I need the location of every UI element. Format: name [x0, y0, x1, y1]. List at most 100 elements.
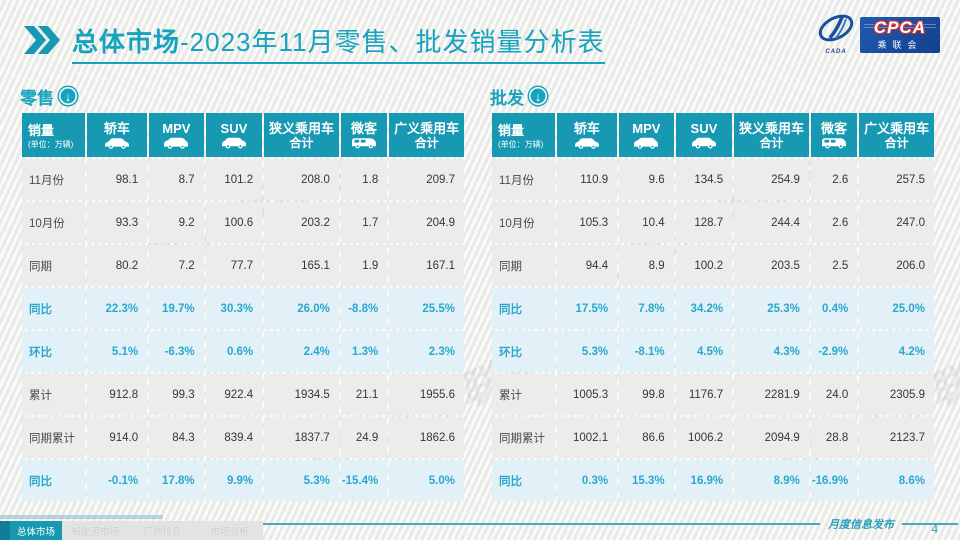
cell: 17.8% — [149, 460, 204, 501]
table-row: 11月份 110.9 9.6 134.5 254.9 2.6 257.5 — [492, 159, 934, 200]
cell: 98.1 — [86, 159, 148, 200]
cell: 105.3 — [556, 202, 618, 243]
tab-oem-ranking[interactable]: 厂商排名 — [143, 526, 182, 538]
table-row: 同期 94.4 8.9 100.2 203.5 2.5 206.0 — [492, 245, 934, 286]
swoosh-icon — [818, 14, 854, 42]
cell: 0.3% — [556, 460, 618, 501]
cell: 34.2% — [675, 288, 733, 329]
column-microvan: 微客 — [340, 113, 388, 157]
row-label: 11月份 — [22, 159, 85, 200]
cell: 4.2% — [859, 331, 934, 372]
cpca-wordmark: CPCA — [873, 17, 927, 37]
cell: 209.7 — [389, 159, 464, 200]
cell: 19.7% — [149, 288, 204, 329]
cell: 8.9 — [619, 245, 674, 286]
cell: 5.3% — [264, 460, 339, 501]
retail-section-header: 零售 ↓ — [20, 84, 466, 108]
cell: 912.8 — [86, 374, 148, 415]
row-label: 同期 — [492, 245, 555, 286]
cell: 4.5% — [675, 331, 733, 372]
mpv-icon — [634, 137, 659, 149]
wholesale-table: 销量 (单位：万辆) 轿车 MPV SUV 狭义乘用车 合计 微客 广义乘用车 … — [490, 111, 936, 503]
cell: 22.3% — [86, 288, 148, 329]
down-arrow-icon: ↓ — [59, 87, 77, 105]
cell: 0.6% — [205, 331, 263, 372]
row-label: 同比 — [492, 288, 555, 329]
cell: 99.3 — [149, 374, 204, 415]
column-sedan: 轿车 — [556, 113, 618, 157]
cell: 0.4% — [810, 288, 858, 329]
cell: 86.6 — [619, 417, 674, 458]
row-label: 10月份 — [492, 202, 555, 243]
row-label: 累计 — [492, 374, 555, 415]
cell: 1.3% — [340, 331, 388, 372]
sedan-icon — [104, 138, 129, 149]
cell: 2.3% — [389, 331, 464, 372]
cell: 21.1 — [340, 374, 388, 415]
cell: 9.2 — [149, 202, 204, 243]
cell: 9.6 — [619, 159, 674, 200]
column-mpv: MPV — [619, 113, 674, 157]
cell: 2.6 — [810, 159, 858, 200]
tab-nev-market[interactable]: 新能源市场 — [71, 526, 120, 538]
row-label: 同期 — [22, 245, 85, 286]
cell: 30.3% — [205, 288, 263, 329]
cell: 839.4 — [205, 417, 263, 458]
down-arrow-icon: ↓ — [529, 87, 547, 105]
cell: 93.3 — [86, 202, 148, 243]
cell: 4.3% — [734, 331, 809, 372]
cell: 8.6% — [859, 460, 934, 501]
cell: 2.4% — [264, 331, 339, 372]
cell: 16.9% — [675, 460, 733, 501]
cell: 1934.5 — [264, 374, 339, 415]
row-label: 同比 — [492, 460, 555, 501]
cell: 15.3% — [619, 460, 674, 501]
cell: 8.9% — [734, 460, 809, 501]
cell: 244.4 — [734, 202, 809, 243]
cpca-logo: CADA CPCA 乘联会 — [816, 14, 940, 55]
corner-unit: (单位：万辆) — [28, 140, 74, 149]
column-narrow-pv-total: 狭义乘用车 合计 — [734, 113, 809, 157]
table-row: 10月份 93.3 9.2 100.6 203.2 1.7 204.9 — [22, 202, 464, 243]
cell: 8.7 — [149, 159, 204, 200]
cell: 10.4 — [619, 202, 674, 243]
table-row: 同比 -0.1% 17.8% 9.9% 5.3% -15.4% 5.0% — [22, 460, 464, 501]
cell: 128.7 — [675, 202, 733, 243]
table-row: 环比 5.1% -6.3% 0.6% 2.4% 1.3% 2.3% — [22, 331, 464, 372]
microvan-icon — [352, 138, 377, 149]
cell: 254.9 — [734, 159, 809, 200]
row-label: 10月份 — [22, 202, 85, 243]
cell: 2305.9 — [859, 374, 934, 415]
tabbar-edge — [0, 521, 10, 540]
page-title-rest: -2023年11月零售、批发销量分析表 — [180, 27, 605, 57]
cell: 257.5 — [859, 159, 934, 200]
cell: -0.1% — [86, 460, 148, 501]
wholesale-header-row: 销量 (单位：万辆) 轿车 MPV SUV 狭义乘用车 合计 微客 广义乘用车 … — [492, 113, 934, 157]
tab-market-analysis[interactable]: 市场分析 — [210, 526, 249, 538]
corner-title: 销量 — [498, 123, 525, 138]
footer-line — [902, 523, 958, 525]
cell: 1.9 — [340, 245, 388, 286]
retail-table: 销量 (单位：万辆) 轿车 MPV SUV 狭义乘用车 合计 微客 广义乘用车 … — [20, 111, 466, 503]
column-mpv: MPV — [149, 113, 204, 157]
cell: -16.9% — [810, 460, 858, 501]
cell: 24.0 — [810, 374, 858, 415]
table-row: 同比 0.3% 15.3% 16.9% 8.9% -16.9% 8.6% — [492, 460, 934, 501]
row-label: 同比 — [22, 460, 85, 501]
microvan-icon — [822, 138, 847, 149]
slide-header: 总体市场-2023年11月零售、批发销量分析表 — [24, 22, 605, 64]
footer-note: 月度信息发布 — [828, 519, 894, 531]
corner-unit: (单位：万辆) — [498, 140, 544, 149]
footer-line — [0, 523, 820, 525]
column-broad-pv-total: 广义乘用车 合计 — [859, 113, 934, 157]
footer-rule-accent — [0, 515, 163, 519]
table-row: 同比 17.5% 7.8% 34.2% 25.3% 0.4% 25.0% — [492, 288, 934, 329]
cell: 26.0% — [264, 288, 339, 329]
tab-overall-market[interactable]: 总体市场 — [10, 521, 62, 540]
cell: 9.9% — [205, 460, 263, 501]
cell: 94.4 — [556, 245, 618, 286]
cell: 134.5 — [675, 159, 733, 200]
row-label: 环比 — [492, 331, 555, 372]
cell: 5.1% — [86, 331, 148, 372]
page-number: 4 — [931, 522, 938, 536]
